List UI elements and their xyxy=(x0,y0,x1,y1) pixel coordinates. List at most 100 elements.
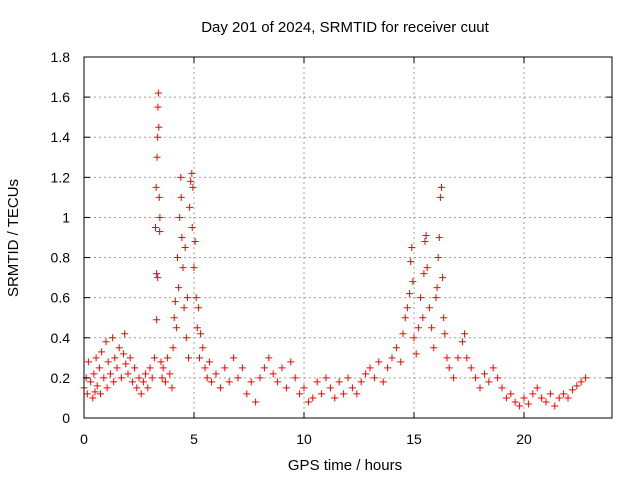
data-point xyxy=(181,244,189,252)
data-point xyxy=(357,378,365,386)
data-point xyxy=(434,254,442,262)
data-point xyxy=(188,223,196,231)
data-point xyxy=(375,358,383,366)
data-point xyxy=(122,360,130,368)
x-tick-label: 10 xyxy=(296,431,312,447)
y-tick-label: 0.4 xyxy=(51,330,71,346)
data-point xyxy=(450,374,458,382)
data-point xyxy=(193,324,201,332)
data-point xyxy=(256,374,264,382)
data-point xyxy=(433,284,441,292)
data-point xyxy=(109,334,117,342)
y-tick-label: 0 xyxy=(62,410,70,426)
data-point xyxy=(318,390,326,398)
data-point xyxy=(322,374,330,382)
data-point xyxy=(157,358,165,366)
data-point xyxy=(397,358,405,366)
data-point xyxy=(92,354,100,362)
data-point xyxy=(178,234,186,241)
data-point xyxy=(542,398,550,406)
data-point xyxy=(278,364,286,372)
data-point xyxy=(153,270,161,278)
data-point xyxy=(203,374,211,382)
data-point xyxy=(516,402,524,410)
data-point xyxy=(410,334,418,342)
data-point xyxy=(362,370,370,378)
data-point xyxy=(115,344,123,352)
data-point xyxy=(90,370,98,378)
data-point xyxy=(172,324,180,332)
data-point xyxy=(106,370,114,378)
data-point xyxy=(177,193,185,201)
data-point xyxy=(144,384,152,392)
data-point xyxy=(533,384,541,392)
data-point xyxy=(158,374,166,382)
data-point xyxy=(199,344,207,352)
data-point xyxy=(192,294,200,302)
data-point xyxy=(300,384,308,392)
data-point xyxy=(282,384,290,392)
data-point xyxy=(121,330,129,338)
data-point xyxy=(420,270,428,278)
data-point xyxy=(309,394,317,402)
data-point xyxy=(168,384,176,392)
data-point xyxy=(546,390,554,398)
data-point xyxy=(269,370,277,378)
data-point xyxy=(176,213,184,221)
data-point xyxy=(348,384,356,392)
y-tick-label: 1.2 xyxy=(51,169,71,185)
data-point xyxy=(113,364,121,372)
data-point xyxy=(142,370,150,378)
data-point xyxy=(225,378,233,386)
data-point xyxy=(412,350,420,358)
data-point xyxy=(117,374,125,382)
data-point xyxy=(84,358,92,366)
data-point xyxy=(120,350,128,358)
data-point xyxy=(304,398,312,406)
x-tick-label: 0 xyxy=(80,431,88,447)
x-tick-label: 20 xyxy=(516,431,532,447)
data-point xyxy=(287,358,295,366)
data-point xyxy=(428,324,436,332)
data-point xyxy=(392,344,400,352)
data-point xyxy=(247,378,255,386)
data-point xyxy=(408,244,416,252)
data-point xyxy=(205,358,213,366)
data-point xyxy=(524,400,532,408)
data-point xyxy=(260,364,268,372)
data-point xyxy=(174,254,181,262)
data-point xyxy=(463,354,471,362)
data-point xyxy=(399,330,407,338)
data-point xyxy=(131,364,139,372)
data-point xyxy=(171,298,179,306)
data-point xyxy=(128,378,136,386)
data-point xyxy=(432,294,440,302)
y-tick-label: 1.8 xyxy=(51,49,71,65)
data-point xyxy=(179,264,187,272)
data-point xyxy=(422,231,430,239)
data-point xyxy=(102,338,110,346)
data-point xyxy=(538,394,546,402)
y-tick-label: 0.6 xyxy=(51,290,71,306)
data-point xyxy=(154,274,162,282)
data-point xyxy=(180,304,188,312)
data-point xyxy=(139,378,147,386)
data-point xyxy=(511,398,519,406)
data-point xyxy=(423,264,431,272)
data-point xyxy=(201,364,209,372)
data-point xyxy=(573,382,581,390)
data-point xyxy=(230,354,238,362)
data-point xyxy=(186,203,194,211)
data-point xyxy=(196,354,203,362)
y-tick-label: 1.4 xyxy=(51,129,71,145)
data-point xyxy=(185,354,192,362)
data-point xyxy=(331,394,339,402)
data-point xyxy=(155,123,163,131)
data-point xyxy=(472,374,480,382)
data-point xyxy=(124,370,132,378)
data-point xyxy=(480,370,488,378)
data-point xyxy=(401,314,409,322)
data-point xyxy=(187,177,195,185)
data-series xyxy=(80,89,590,410)
y-tick-label: 1 xyxy=(62,209,70,225)
